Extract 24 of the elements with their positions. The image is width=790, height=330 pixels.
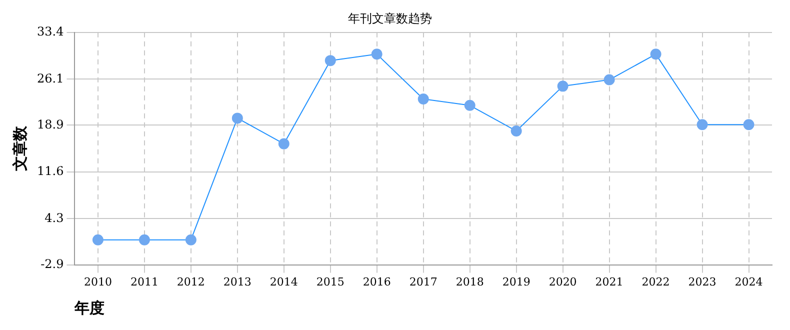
y-tick-label: 18.9 — [37, 117, 64, 132]
y-tick-label: 33.4 — [37, 24, 64, 39]
x-tick-label: 2024 — [734, 275, 763, 288]
x-tick-label: 2023 — [688, 275, 716, 288]
x-tick-label: 2021 — [595, 275, 624, 288]
y-tick-label: 26.1 — [37, 71, 64, 86]
x-tick-label: 2010 — [84, 275, 112, 288]
x-tick-label: 2012 — [176, 275, 205, 288]
x-tick-label: 2015 — [316, 275, 344, 288]
x-tick-label: 2020 — [548, 275, 577, 288]
x-tick-label: 2014 — [270, 275, 298, 288]
x-tick-label: 2017 — [409, 275, 438, 288]
y-tick-label: -2.9 — [40, 256, 64, 271]
chart-title: 年刊文章数趋势 — [348, 11, 432, 26]
x-tick-label: 2019 — [502, 275, 530, 288]
x-axis-title: 年度 — [74, 298, 105, 317]
x-tick-label: 2016 — [362, 275, 391, 288]
x-tick-label: 2011 — [130, 275, 158, 288]
x-tick-label: 2022 — [642, 275, 670, 288]
x-tick-label: 2013 — [223, 275, 252, 288]
y-tick-label: 11.6 — [37, 164, 64, 178]
x-tick-label: 2018 — [456, 275, 484, 288]
y-axis-title: 文章数 — [10, 125, 29, 172]
y-tick-label: 4.3 — [44, 210, 64, 225]
